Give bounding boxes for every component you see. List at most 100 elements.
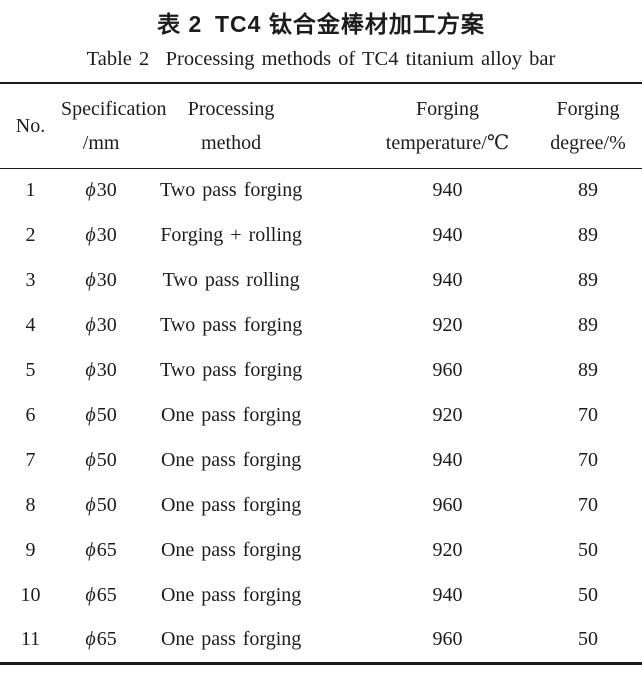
header-line: No. <box>15 114 46 137</box>
cell-processing-method: Two pass rolling <box>162 269 300 291</box>
temperature-value: 940 <box>432 224 463 246</box>
temperature-value: 960 <box>432 628 463 651</box>
degree-value: 50 <box>578 628 598 651</box>
phi-symbol: ϕ <box>85 449 96 471</box>
cell-forging-degree: 89 <box>520 213 642 258</box>
header-line: Processing <box>187 97 275 120</box>
col-header-forging-degree: Forging degree/% <box>520 83 642 168</box>
cell-forging-degree: 70 <box>520 483 642 528</box>
header-row: No. Specification /mm Processing method … <box>0 83 642 168</box>
cell-forging-temperature: 960 <box>321 483 520 528</box>
cell-no: 2 <box>25 224 36 246</box>
processing-methods-table: No. Specification /mm Processing method … <box>0 82 642 665</box>
temperature-value: 920 <box>432 404 463 426</box>
cell-forging-temperature: 920 <box>321 393 520 438</box>
temperature-value: 920 <box>432 314 463 336</box>
spec-size: 30 <box>96 179 117 202</box>
header-line: Forging <box>416 97 479 120</box>
cell-specification: ϕ30 <box>61 348 141 393</box>
cell-forging-temperature: 940 <box>321 168 520 213</box>
cell-specification: ϕ30 <box>61 213 141 258</box>
degree-value: 70 <box>578 404 598 426</box>
cell-no: 11 <box>20 628 41 651</box>
cell-no: 10 <box>20 584 41 606</box>
cell-processing-method: One pass forging <box>160 584 302 606</box>
phi-symbol: ϕ <box>85 628 96 651</box>
cell-specification: ϕ30 <box>61 168 141 213</box>
table-row: 1 ϕ30 Two pass forging 940 89 <box>0 168 642 213</box>
cell-forging-degree: 50 <box>520 618 642 663</box>
cell-forging-degree: 50 <box>520 573 642 618</box>
col-header-forging-temperature: Forging temperature/℃ <box>321 83 520 168</box>
cell-no: 6 <box>25 404 36 426</box>
header-line: temperature/℃ <box>385 131 510 154</box>
cell-no: 3 <box>25 269 36 291</box>
phi-symbol: ϕ <box>85 404 96 426</box>
cell-forging-degree: 89 <box>520 258 642 303</box>
table-row: 7 ϕ50 One pass forging 940 70 <box>0 438 642 483</box>
spec-size: 50 <box>96 494 117 516</box>
table-title-en-text: Processing methods of TC4 titanium alloy… <box>165 48 556 70</box>
cell-processing-method: One pass forging <box>160 628 302 651</box>
degree-value: 89 <box>578 314 598 336</box>
degree-value: 70 <box>578 449 598 471</box>
header-line: degree/% <box>550 131 626 154</box>
cell-no: 1 <box>25 179 36 202</box>
cell-processing-method: Two pass forging <box>159 179 303 202</box>
table-row: 9 ϕ65 One pass forging 920 50 <box>0 528 642 573</box>
table-row: 2 ϕ30 Forging + rolling 940 89 <box>0 213 642 258</box>
table-row: 11 ϕ65 One pass forging 960 50 <box>0 618 642 663</box>
spec-size: 30 <box>96 269 117 291</box>
cell-no: 5 <box>25 359 36 381</box>
phi-symbol: ϕ <box>85 314 96 336</box>
header-line: Specification <box>60 97 167 120</box>
spec-size: 50 <box>96 404 117 426</box>
cell-specification: ϕ65 <box>61 618 141 663</box>
table-body: 1 ϕ30 Two pass forging 940 89 2 ϕ30 Forg… <box>0 168 642 663</box>
cell-forging-temperature: 940 <box>321 438 520 483</box>
cell-forging-degree: 70 <box>520 438 642 483</box>
cell-processing-method: One pass forging <box>160 539 302 561</box>
phi-symbol: ϕ <box>85 584 96 606</box>
table-row: 5 ϕ30 Two pass forging 960 89 <box>0 348 642 393</box>
cell-forging-degree: 89 <box>520 348 642 393</box>
cell-specification: ϕ65 <box>61 528 141 573</box>
spec-size: 30 <box>96 314 117 336</box>
phi-symbol: ϕ <box>85 179 96 202</box>
cell-forging-degree: 89 <box>520 303 642 348</box>
cell-specification: ϕ50 <box>61 393 141 438</box>
degree-value: 50 <box>578 584 598 606</box>
degree-value: 89 <box>578 224 598 246</box>
temperature-value: 940 <box>432 269 463 291</box>
table-title-en: Table 2 Processing methods of TC4 titaniu… <box>0 46 642 73</box>
spec-size: 65 <box>96 584 117 606</box>
temperature-value: 960 <box>432 359 463 381</box>
col-header-processing-method: Processing method <box>141 83 321 168</box>
cell-processing-method: Forging + rolling <box>160 224 302 246</box>
table-row: 3 ϕ30 Two pass rolling 940 89 <box>0 258 642 303</box>
phi-symbol: ϕ <box>85 224 96 246</box>
cell-forging-degree: 89 <box>520 168 642 213</box>
cell-forging-temperature: 960 <box>321 348 520 393</box>
cell-forging-temperature: 940 <box>321 213 520 258</box>
cell-forging-degree: 70 <box>520 393 642 438</box>
table-row: 10 ϕ65 One pass forging 940 50 <box>0 573 642 618</box>
cell-no: 9 <box>25 539 36 561</box>
spec-size: 65 <box>96 628 117 651</box>
cell-specification: ϕ30 <box>61 303 141 348</box>
degree-value: 89 <box>578 269 598 291</box>
table-number-en: Table 2 <box>86 48 150 70</box>
cell-specification: ϕ50 <box>61 483 141 528</box>
phi-symbol: ϕ <box>85 359 96 381</box>
cell-no: 4 <box>25 314 36 336</box>
cell-specification: ϕ50 <box>61 438 141 483</box>
cell-specification: ϕ65 <box>61 573 141 618</box>
header-line: method <box>201 131 262 154</box>
cell-processing-method: One pass forging <box>160 494 302 516</box>
cell-no: 7 <box>25 449 36 471</box>
table-row: 8 ϕ50 One pass forging 960 70 <box>0 483 642 528</box>
degree-value: 89 <box>578 359 598 381</box>
cell-processing-method: One pass forging <box>160 449 302 471</box>
col-header-no: No. <box>0 83 61 168</box>
temperature-value: 940 <box>432 449 463 471</box>
